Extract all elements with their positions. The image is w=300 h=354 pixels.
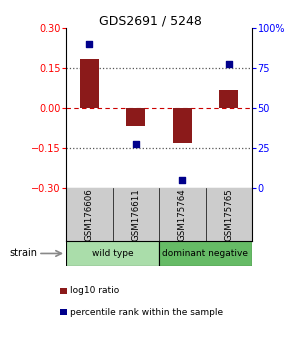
Point (133, 141, 138, 146)
Bar (66, 241, 159, 266)
Text: GSM175764: GSM175764 (178, 188, 187, 241)
Text: GSM176606: GSM176606 (85, 188, 94, 241)
Bar (220, 90, 238, 108)
Point (226, 61, 231, 66)
Bar (80, 59, 99, 108)
Text: wild type: wild type (92, 249, 133, 258)
Text: percentile rank within the sample: percentile rank within the sample (70, 308, 223, 317)
Bar (127, 108, 145, 126)
Text: GDS2691 / 5248: GDS2691 / 5248 (99, 14, 201, 27)
Text: GSM175765: GSM175765 (224, 188, 233, 241)
Text: strain: strain (9, 249, 37, 258)
Text: dominant negative: dominant negative (163, 249, 248, 258)
Text: GSM176611: GSM176611 (131, 188, 140, 241)
Point (87, 41, 92, 47)
Bar (159, 241, 252, 266)
Bar (173, 108, 191, 143)
Text: log10 ratio: log10 ratio (70, 286, 119, 296)
Point (180, 177, 185, 183)
